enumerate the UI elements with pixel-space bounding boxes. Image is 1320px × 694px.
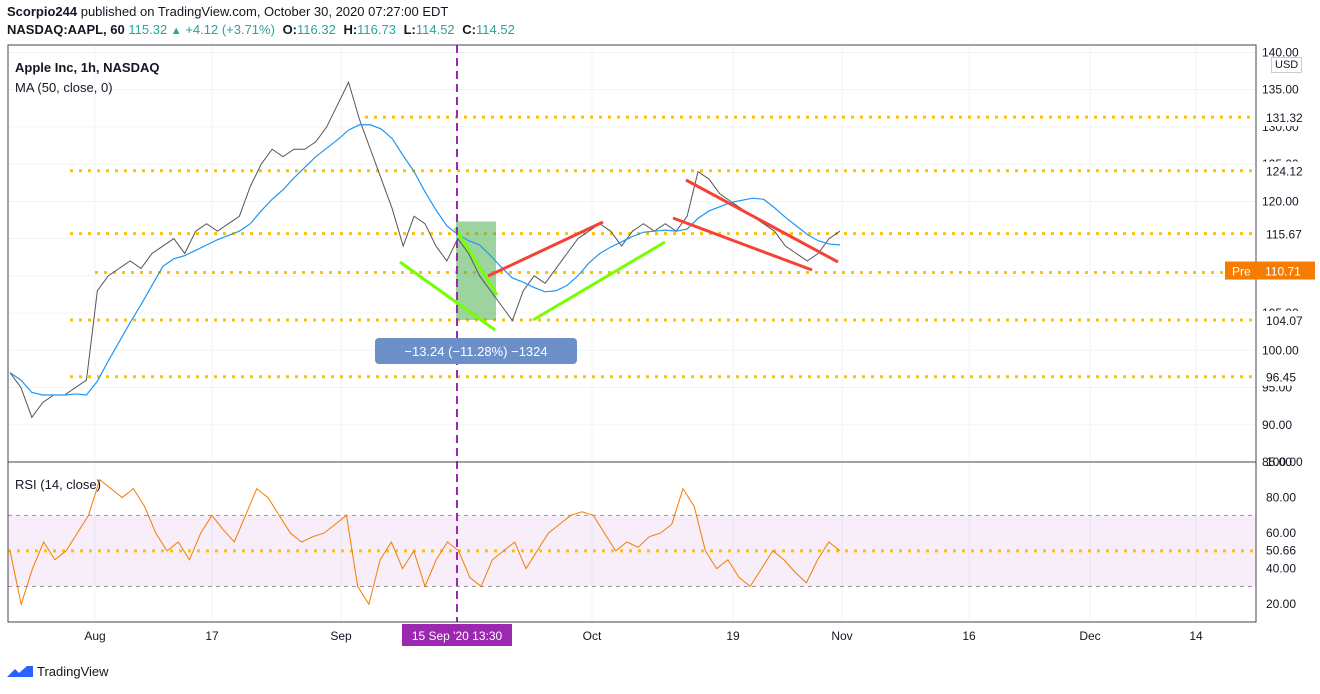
price-tags: 131.32124.12115.67110.45104.0796.45Pre11… <box>1225 108 1320 559</box>
high-label: H: <box>343 22 358 37</box>
level-tag-bg <box>1258 161 1320 180</box>
red-trend-line <box>672 216 813 272</box>
pre-value: 110.71 <box>1265 265 1301 279</box>
rsi-tick-label: 60.00 <box>1266 526 1296 540</box>
close-value: 114.52 <box>476 22 515 37</box>
pre-label: Pre <box>1232 265 1251 279</box>
rsi-tick-label: 80.00 <box>1266 491 1296 505</box>
publisher-name[interactable]: Scorpio244 <box>7 4 78 19</box>
time-tick-label: Aug <box>84 629 105 643</box>
time-tick-label: 16 <box>962 629 976 643</box>
grid <box>8 45 1256 622</box>
publish-info: Scorpio244 published on TradingView.com,… <box>7 4 448 19</box>
main-pane-title: Apple Inc, 1h, NASDAQ <box>15 60 160 75</box>
last-price: 115.32 <box>128 22 168 37</box>
rsi-legend: RSI (14, close) <box>15 477 101 492</box>
price-tick-label: 85.00 <box>1262 455 1292 469</box>
price-tick-label: 120.00 <box>1262 194 1299 208</box>
cross-time-text: 15 Sep '20 13:30 <box>412 629 503 643</box>
footer-brand[interactable]: TradingView <box>7 664 109 679</box>
low-label: L: <box>403 22 416 37</box>
level-tag-bg <box>1258 367 1320 386</box>
red-trend-line <box>685 178 839 264</box>
pre-tag-bg <box>1225 261 1315 280</box>
level-tag: 124.12 <box>1266 165 1303 179</box>
price-tick-label: 135.00 <box>1262 83 1299 97</box>
level-tag: 104.07 <box>1266 314 1303 328</box>
level-tag: 115.67 <box>1266 228 1302 242</box>
level-tag: 96.45 <box>1266 371 1296 385</box>
publish-text: published on TradingView.com, October 30… <box>80 4 449 19</box>
open-label: O: <box>282 22 298 37</box>
time-tick-label: Sep <box>330 629 352 643</box>
currency-button[interactable]: USD <box>1271 57 1303 73</box>
level-tag-bg <box>1258 108 1320 127</box>
level-tag-bg <box>1258 310 1320 329</box>
close-label: C: <box>462 22 476 37</box>
level-lines <box>8 115 1256 553</box>
ohlc-legend: NASDAQ:AAPL, 60 115.32 ▲ +4.12 (+3.71%) … <box>7 22 515 37</box>
green-trend-line <box>399 260 496 332</box>
crosshair-time-label: 15 Sep '20 13:30 <box>402 624 512 646</box>
level-tag: 131.32 <box>1266 111 1303 125</box>
green-trend-line <box>453 227 499 296</box>
ma-line <box>9 124 841 396</box>
time-tick-label: 14 <box>1189 629 1203 643</box>
measure-text: −13.24 (−11.28%) −1324 <box>404 344 547 359</box>
rsi-tag-bg <box>1258 540 1320 559</box>
brand-name: TradingView <box>37 664 109 679</box>
up-arrow-icon: ▲ <box>170 25 182 37</box>
trend-drawings[interactable] <box>399 178 839 332</box>
rsi-tick-label: 100.00 <box>1266 455 1303 469</box>
time-tick-label: 17 <box>205 629 219 643</box>
red-trend-line <box>487 220 604 278</box>
price-series <box>9 80 841 419</box>
time-tick-label: Dec <box>1079 629 1100 643</box>
price-change: +4.12 (+3.71%) <box>185 22 275 37</box>
price-tick-label: 140.00 <box>1262 45 1299 59</box>
high-value: 116.73 <box>357 22 396 37</box>
time-tick-label: 19 <box>726 629 740 643</box>
rsi-tick-label: 20.00 <box>1266 597 1296 611</box>
price-tick-label: 90.00 <box>1262 418 1292 432</box>
ma-legend: MA (50, close, 0) <box>15 80 113 95</box>
rsi-line <box>9 478 841 607</box>
low-value: 114.52 <box>415 22 455 37</box>
green-trend-line <box>532 240 666 322</box>
time-tick-label: Oct <box>583 629 602 643</box>
level-tag-bg <box>1258 224 1320 243</box>
time-tick-label: Nov <box>831 629 852 643</box>
cross-time-bg <box>402 624 512 646</box>
open-value: 116.32 <box>297 22 336 37</box>
measure-bg <box>375 338 577 364</box>
symbol-label: NASDAQ:AAPL, 60 <box>7 22 125 37</box>
rsi-tick-label: 40.00 <box>1266 562 1296 576</box>
tradingview-logo-icon <box>7 665 33 677</box>
rsi-tag: 50.66 <box>1266 544 1296 558</box>
price-tick-label: 100.00 <box>1262 343 1299 357</box>
measure-label: −13.24 (−11.28%) −1324 <box>375 338 577 364</box>
